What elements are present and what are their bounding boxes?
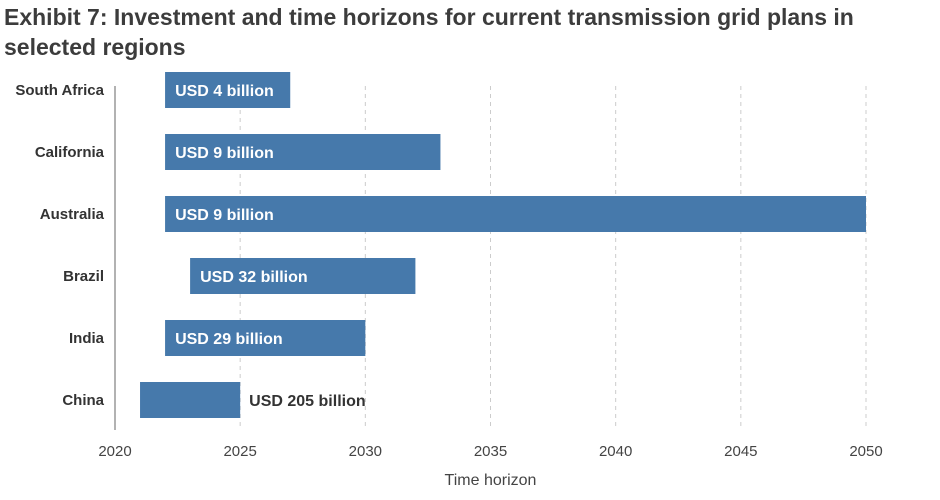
x-tick-label-2030: 2030 [349, 443, 382, 460]
bar-label-india: USD 29 billion [175, 331, 283, 348]
bar-label-australia: USD 9 billion [175, 207, 274, 224]
category-label-india: India [69, 330, 105, 347]
x-tick-labels: 2020 2025 2030 2035 2040 2045 2050 [98, 443, 882, 460]
category-label-south-africa: South Africa [15, 82, 104, 99]
x-tick-label-2020: 2020 [98, 443, 131, 460]
bars: USD 4 billion USD 9 billion USD 9 billion U… [140, 72, 867, 418]
bar-south-africa [165, 72, 291, 108]
x-axis-title: Time horizon [445, 472, 537, 489]
x-tick-label-2035: 2035 [474, 443, 507, 460]
bar-label-china: USD 205 billion [249, 393, 365, 410]
bar-india [165, 320, 366, 356]
x-tick-label-2045: 2045 [724, 443, 757, 460]
category-label-brazil: Brazil [63, 268, 104, 285]
bar-label-california: USD 9 billion [175, 145, 274, 162]
category-label-california: California [35, 144, 105, 161]
bar-china [140, 382, 241, 418]
category-label-australia: Australia [40, 206, 105, 223]
chart-title: Exhibit 7: Investment and time horizons … [4, 4, 854, 60]
category-labels: South Africa California Australia Brazil Ind… [15, 82, 104, 409]
bar-california [165, 134, 441, 170]
bar-label-south-africa: USD 4 billion [175, 83, 274, 100]
bar-label-brazil: USD 32 billion [200, 269, 308, 286]
x-tick-label-2040: 2040 [599, 443, 632, 460]
bar-australia [165, 196, 867, 232]
bar-brazil [190, 258, 416, 294]
x-tick-label-2025: 2025 [223, 443, 256, 460]
category-label-china: China [62, 392, 104, 409]
x-tick-label-2050: 2050 [849, 443, 882, 460]
